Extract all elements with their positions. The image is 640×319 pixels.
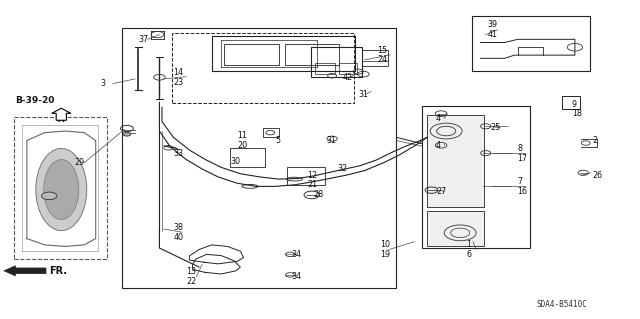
Text: 2: 2 (593, 136, 598, 145)
Bar (562, 96, 580, 109)
Bar (315, 63, 335, 74)
Bar (230, 148, 264, 167)
Text: 7
16: 7 16 (518, 177, 527, 196)
Bar (225, 44, 278, 65)
Text: 1
6: 1 6 (467, 240, 472, 259)
Text: 25: 25 (491, 123, 501, 132)
Text: 4: 4 (436, 141, 441, 150)
FancyArrow shape (52, 108, 71, 120)
Text: 26: 26 (593, 171, 603, 180)
Text: 8
17: 8 17 (518, 144, 527, 162)
Ellipse shape (36, 148, 87, 231)
Text: 31: 31 (358, 90, 368, 99)
Circle shape (123, 132, 131, 136)
Text: 32: 32 (337, 165, 348, 174)
Text: SDA4-B5410C: SDA4-B5410C (537, 300, 588, 309)
Bar (427, 115, 484, 207)
Bar (14, 117, 106, 259)
FancyArrow shape (4, 266, 46, 276)
Bar (311, 47, 362, 77)
Text: 15
24: 15 24 (378, 46, 387, 64)
Text: B-39-20: B-39-20 (15, 96, 55, 105)
Bar (285, 44, 339, 65)
Text: 9
18: 9 18 (572, 100, 582, 118)
Text: 4: 4 (436, 114, 441, 123)
Text: 38
40: 38 40 (173, 223, 184, 241)
Bar (262, 128, 278, 137)
Bar (422, 106, 531, 248)
Text: 27: 27 (436, 187, 446, 196)
Text: 34: 34 (291, 272, 301, 281)
Bar (339, 63, 357, 74)
Text: 29: 29 (75, 158, 85, 167)
Text: 14
23: 14 23 (173, 68, 184, 87)
Text: 30: 30 (231, 157, 241, 166)
Text: 13
22: 13 22 (186, 267, 196, 286)
Text: 42: 42 (342, 73, 353, 82)
Text: 34: 34 (291, 250, 301, 259)
Text: 3: 3 (100, 79, 105, 88)
Bar (287, 167, 325, 185)
Circle shape (42, 192, 57, 200)
Text: 31: 31 (326, 136, 337, 145)
Text: 28: 28 (314, 190, 324, 199)
Text: 11
20: 11 20 (237, 131, 247, 150)
Text: FR.: FR. (49, 266, 67, 276)
Bar (122, 28, 396, 287)
Text: 33: 33 (173, 149, 184, 158)
Text: 10
19: 10 19 (381, 240, 390, 259)
Bar (427, 211, 484, 246)
Bar (362, 50, 388, 66)
Text: 5: 5 (275, 136, 280, 145)
Bar (472, 16, 589, 71)
Text: 39
41: 39 41 (488, 20, 498, 39)
Ellipse shape (44, 160, 79, 219)
Text: 37: 37 (138, 35, 148, 44)
Text: 12
21: 12 21 (307, 171, 317, 189)
Bar (172, 33, 354, 103)
